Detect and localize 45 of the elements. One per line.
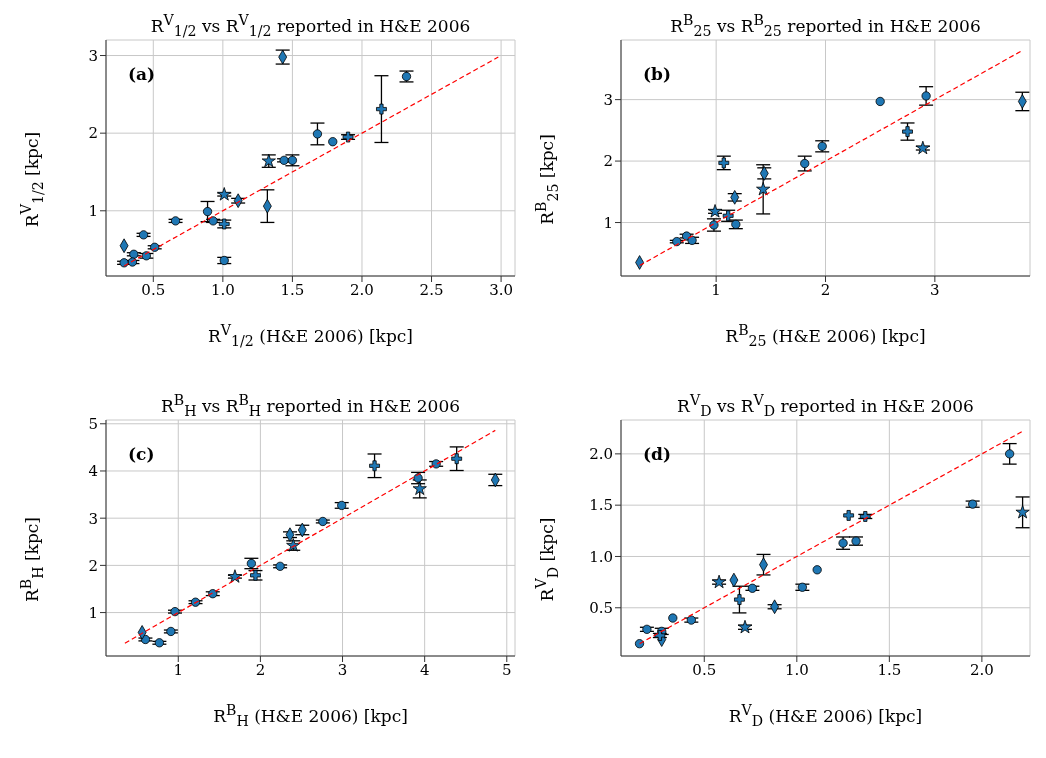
- x-tick-label: 1.0: [784, 660, 809, 679]
- x-tick-label: 2: [255, 660, 266, 679]
- y-tick-label: 2: [88, 556, 98, 575]
- y-tick-label: 1: [88, 202, 98, 221]
- x-tick-label: 1.5: [877, 660, 902, 679]
- x-axis-title: R$^{V}$$_{D}$ (H&E 2006) [kpc]: [727, 702, 924, 730]
- y-tick-label: 1: [88, 603, 98, 622]
- x-axis-title: R$^{B}$$_{H}$ (H&E 2006) [kpc]: [212, 702, 409, 730]
- y-tick-label: 2.0: [589, 445, 613, 464]
- x-tick-label: 3.0: [489, 280, 514, 299]
- x-tick-label: 0.5: [141, 280, 166, 299]
- annotation: (c): [128, 444, 155, 464]
- x-tick-label: 2.0: [350, 280, 374, 299]
- y-tick-label: 2: [603, 152, 613, 171]
- x-axis-title: R$^{B}$$_{25}$ (H&E 2006) [kpc]: [724, 322, 927, 350]
- x-tick-label: 1: [711, 280, 721, 299]
- chart-title: R$^{V}$$_{D}$ vs R$^{V}$$_{D}$ reported in H&E 2006: [676, 392, 975, 420]
- chart-title: R$^{B}$$_{25}$ vs R$^{B}$$_{25}$ reported in H&E 2006: [669, 12, 982, 40]
- x-tick-label: 0.5: [692, 660, 717, 679]
- chart-title: R$^{B}$$_{H}$ vs R$^{B}$$_{H}$ reported in H&E 2006: [159, 392, 462, 420]
- x-tick-label: 3: [337, 660, 348, 679]
- x-tick-label: 3: [930, 280, 940, 299]
- x-axis-title: R$^{V}$$_{1/2}$ (H&E 2006) [kpc]: [207, 322, 414, 350]
- y-tick-label: 3: [88, 509, 98, 528]
- y-tick-label: 5: [88, 415, 98, 434]
- y-tick-label: 3: [603, 90, 613, 109]
- x-tick-label: 1.5: [280, 280, 305, 299]
- y-tick-label: 3: [88, 46, 98, 65]
- x-tick-label: 2.0: [969, 660, 994, 679]
- x-tick-label: 2: [820, 280, 831, 299]
- x-tick-label: 2.5: [419, 280, 444, 299]
- y-tick-label: 0.5: [589, 599, 613, 618]
- x-tick-label: 5: [502, 660, 512, 679]
- y-tick-label: 1.0: [589, 547, 613, 566]
- x-tick-label: 1: [173, 660, 184, 679]
- y-tick-label: 1: [603, 213, 613, 232]
- chart-title: R$^{V}$$_{1/2}$ vs R$^{V}$$_{1/2}$ reported in H&E 2006: [149, 12, 472, 40]
- x-tick-label: 4: [419, 660, 430, 679]
- annotation: (d): [643, 444, 671, 464]
- annotation: (b): [643, 64, 671, 84]
- annotation: (a): [128, 64, 156, 84]
- y-tick-label: 4: [88, 462, 98, 481]
- x-tick-label: 1.0: [210, 280, 235, 299]
- y-tick-label: 1.5: [589, 496, 613, 515]
- y-tick-label: 2: [88, 124, 98, 143]
